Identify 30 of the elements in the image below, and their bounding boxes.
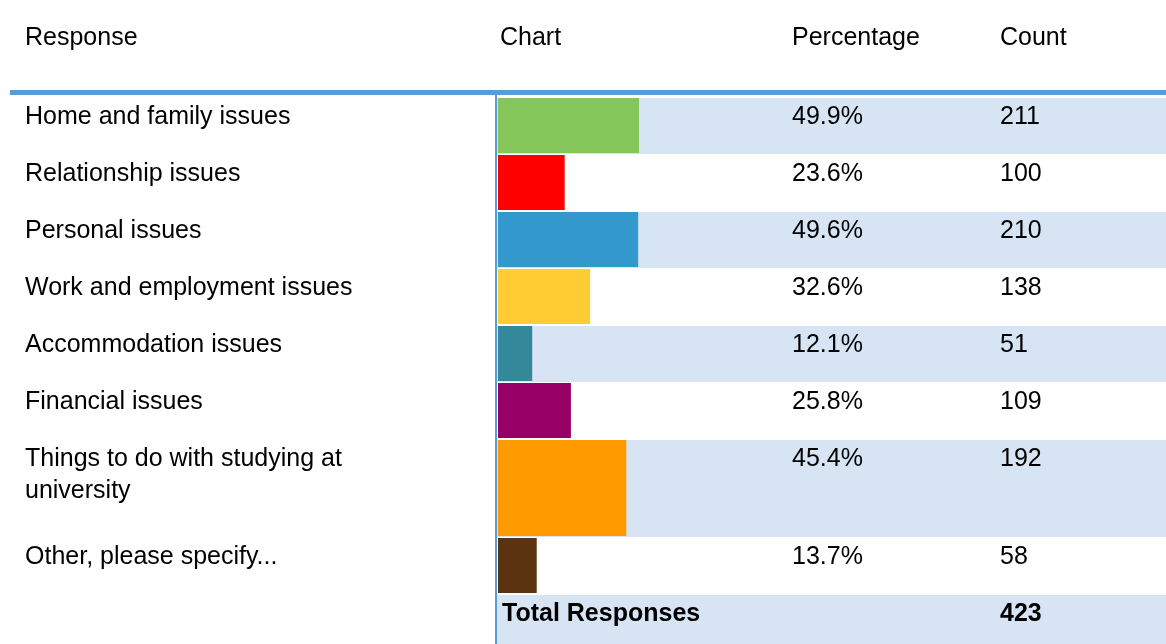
text: 210 <box>1000 215 1042 243</box>
text: 138 <box>1000 272 1042 300</box>
text: 100 <box>1000 158 1042 186</box>
text: Percentage <box>792 22 920 50</box>
text: 109 <box>1000 386 1042 414</box>
text: Chart <box>500 22 562 50</box>
text: 51 <box>1000 329 1028 357</box>
text: 211 <box>1000 101 1040 129</box>
text: Total Responses <box>502 598 701 626</box>
y-tick-label: Things to do with studying at university <box>25 443 342 503</box>
data-label: 23.6% <box>792 158 863 186</box>
text: 423 <box>1000 598 1042 626</box>
data-label: 32.6% <box>792 272 863 300</box>
y-tick-label: Personal issues <box>25 215 202 243</box>
data-label: 12.1% <box>792 329 863 357</box>
y-tick-label: Financial issues <box>25 386 203 414</box>
y-tick-label: Relationship issues <box>25 158 241 186</box>
data-label: 25.8% <box>792 386 863 414</box>
text: 192 <box>1000 443 1042 471</box>
text: 58 <box>1000 541 1028 569</box>
y-tick-label: Accommodation issues <box>25 329 283 357</box>
data-label: 49.6% <box>792 215 863 243</box>
y-tick-label: Work and employment issues <box>25 272 353 300</box>
y-tick-label: Home and family issues <box>25 101 291 129</box>
y-tick-label: Other, please specify... <box>25 541 278 569</box>
text: Response <box>25 22 138 50</box>
text: Count <box>1000 22 1067 50</box>
data-label: 45.4% <box>792 443 863 471</box>
data-label: 49.9% <box>792 101 863 129</box>
data-label: 13.7% <box>792 541 863 569</box>
